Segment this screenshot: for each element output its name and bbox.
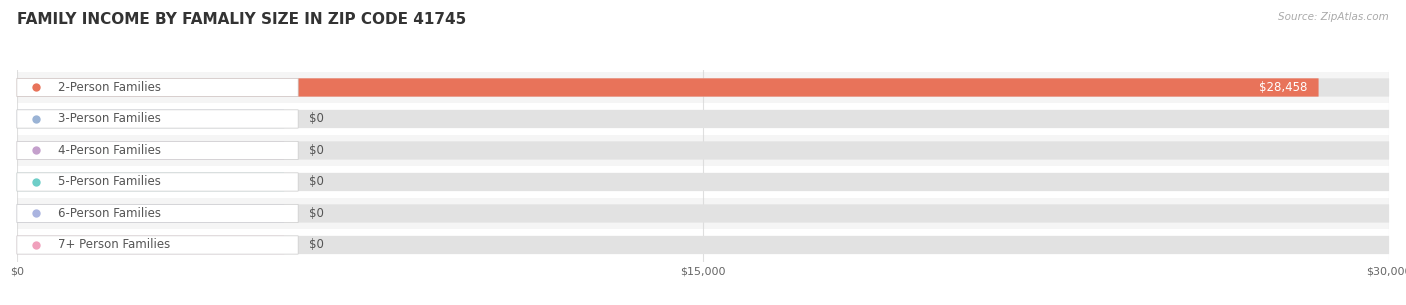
FancyBboxPatch shape [17,173,1389,191]
FancyBboxPatch shape [17,204,284,223]
FancyBboxPatch shape [17,78,1389,97]
Text: $0: $0 [309,207,323,220]
Bar [17,72,1389,103]
FancyBboxPatch shape [17,78,1319,97]
FancyBboxPatch shape [17,141,1389,160]
FancyBboxPatch shape [17,173,284,191]
FancyBboxPatch shape [17,110,298,128]
FancyBboxPatch shape [17,141,284,160]
Text: 7+ Person Families: 7+ Person Families [58,239,170,252]
Text: $0: $0 [309,239,323,252]
FancyBboxPatch shape [17,110,284,128]
Text: $0: $0 [309,144,323,157]
FancyBboxPatch shape [17,236,1389,254]
Text: $0: $0 [309,175,323,188]
Bar [17,135,1389,166]
Text: 2-Person Families: 2-Person Families [58,81,162,94]
Text: 6-Person Families: 6-Person Families [58,207,162,220]
Bar [17,198,1389,229]
FancyBboxPatch shape [17,173,298,191]
FancyBboxPatch shape [17,141,298,160]
Bar [17,166,1389,198]
Text: 4-Person Families: 4-Person Families [58,144,162,157]
Text: FAMILY INCOME BY FAMALIY SIZE IN ZIP CODE 41745: FAMILY INCOME BY FAMALIY SIZE IN ZIP COD… [17,12,467,27]
FancyBboxPatch shape [17,110,1389,128]
Text: 5-Person Families: 5-Person Families [58,175,160,188]
Text: 3-Person Families: 3-Person Families [58,113,160,125]
FancyBboxPatch shape [17,78,298,97]
FancyBboxPatch shape [17,204,1389,223]
Text: Source: ZipAtlas.com: Source: ZipAtlas.com [1278,12,1389,22]
Bar [17,103,1389,135]
Bar [17,229,1389,261]
Text: $28,458: $28,458 [1260,81,1308,94]
Text: $0: $0 [309,113,323,125]
FancyBboxPatch shape [17,236,298,254]
FancyBboxPatch shape [17,204,298,223]
FancyBboxPatch shape [17,236,284,254]
